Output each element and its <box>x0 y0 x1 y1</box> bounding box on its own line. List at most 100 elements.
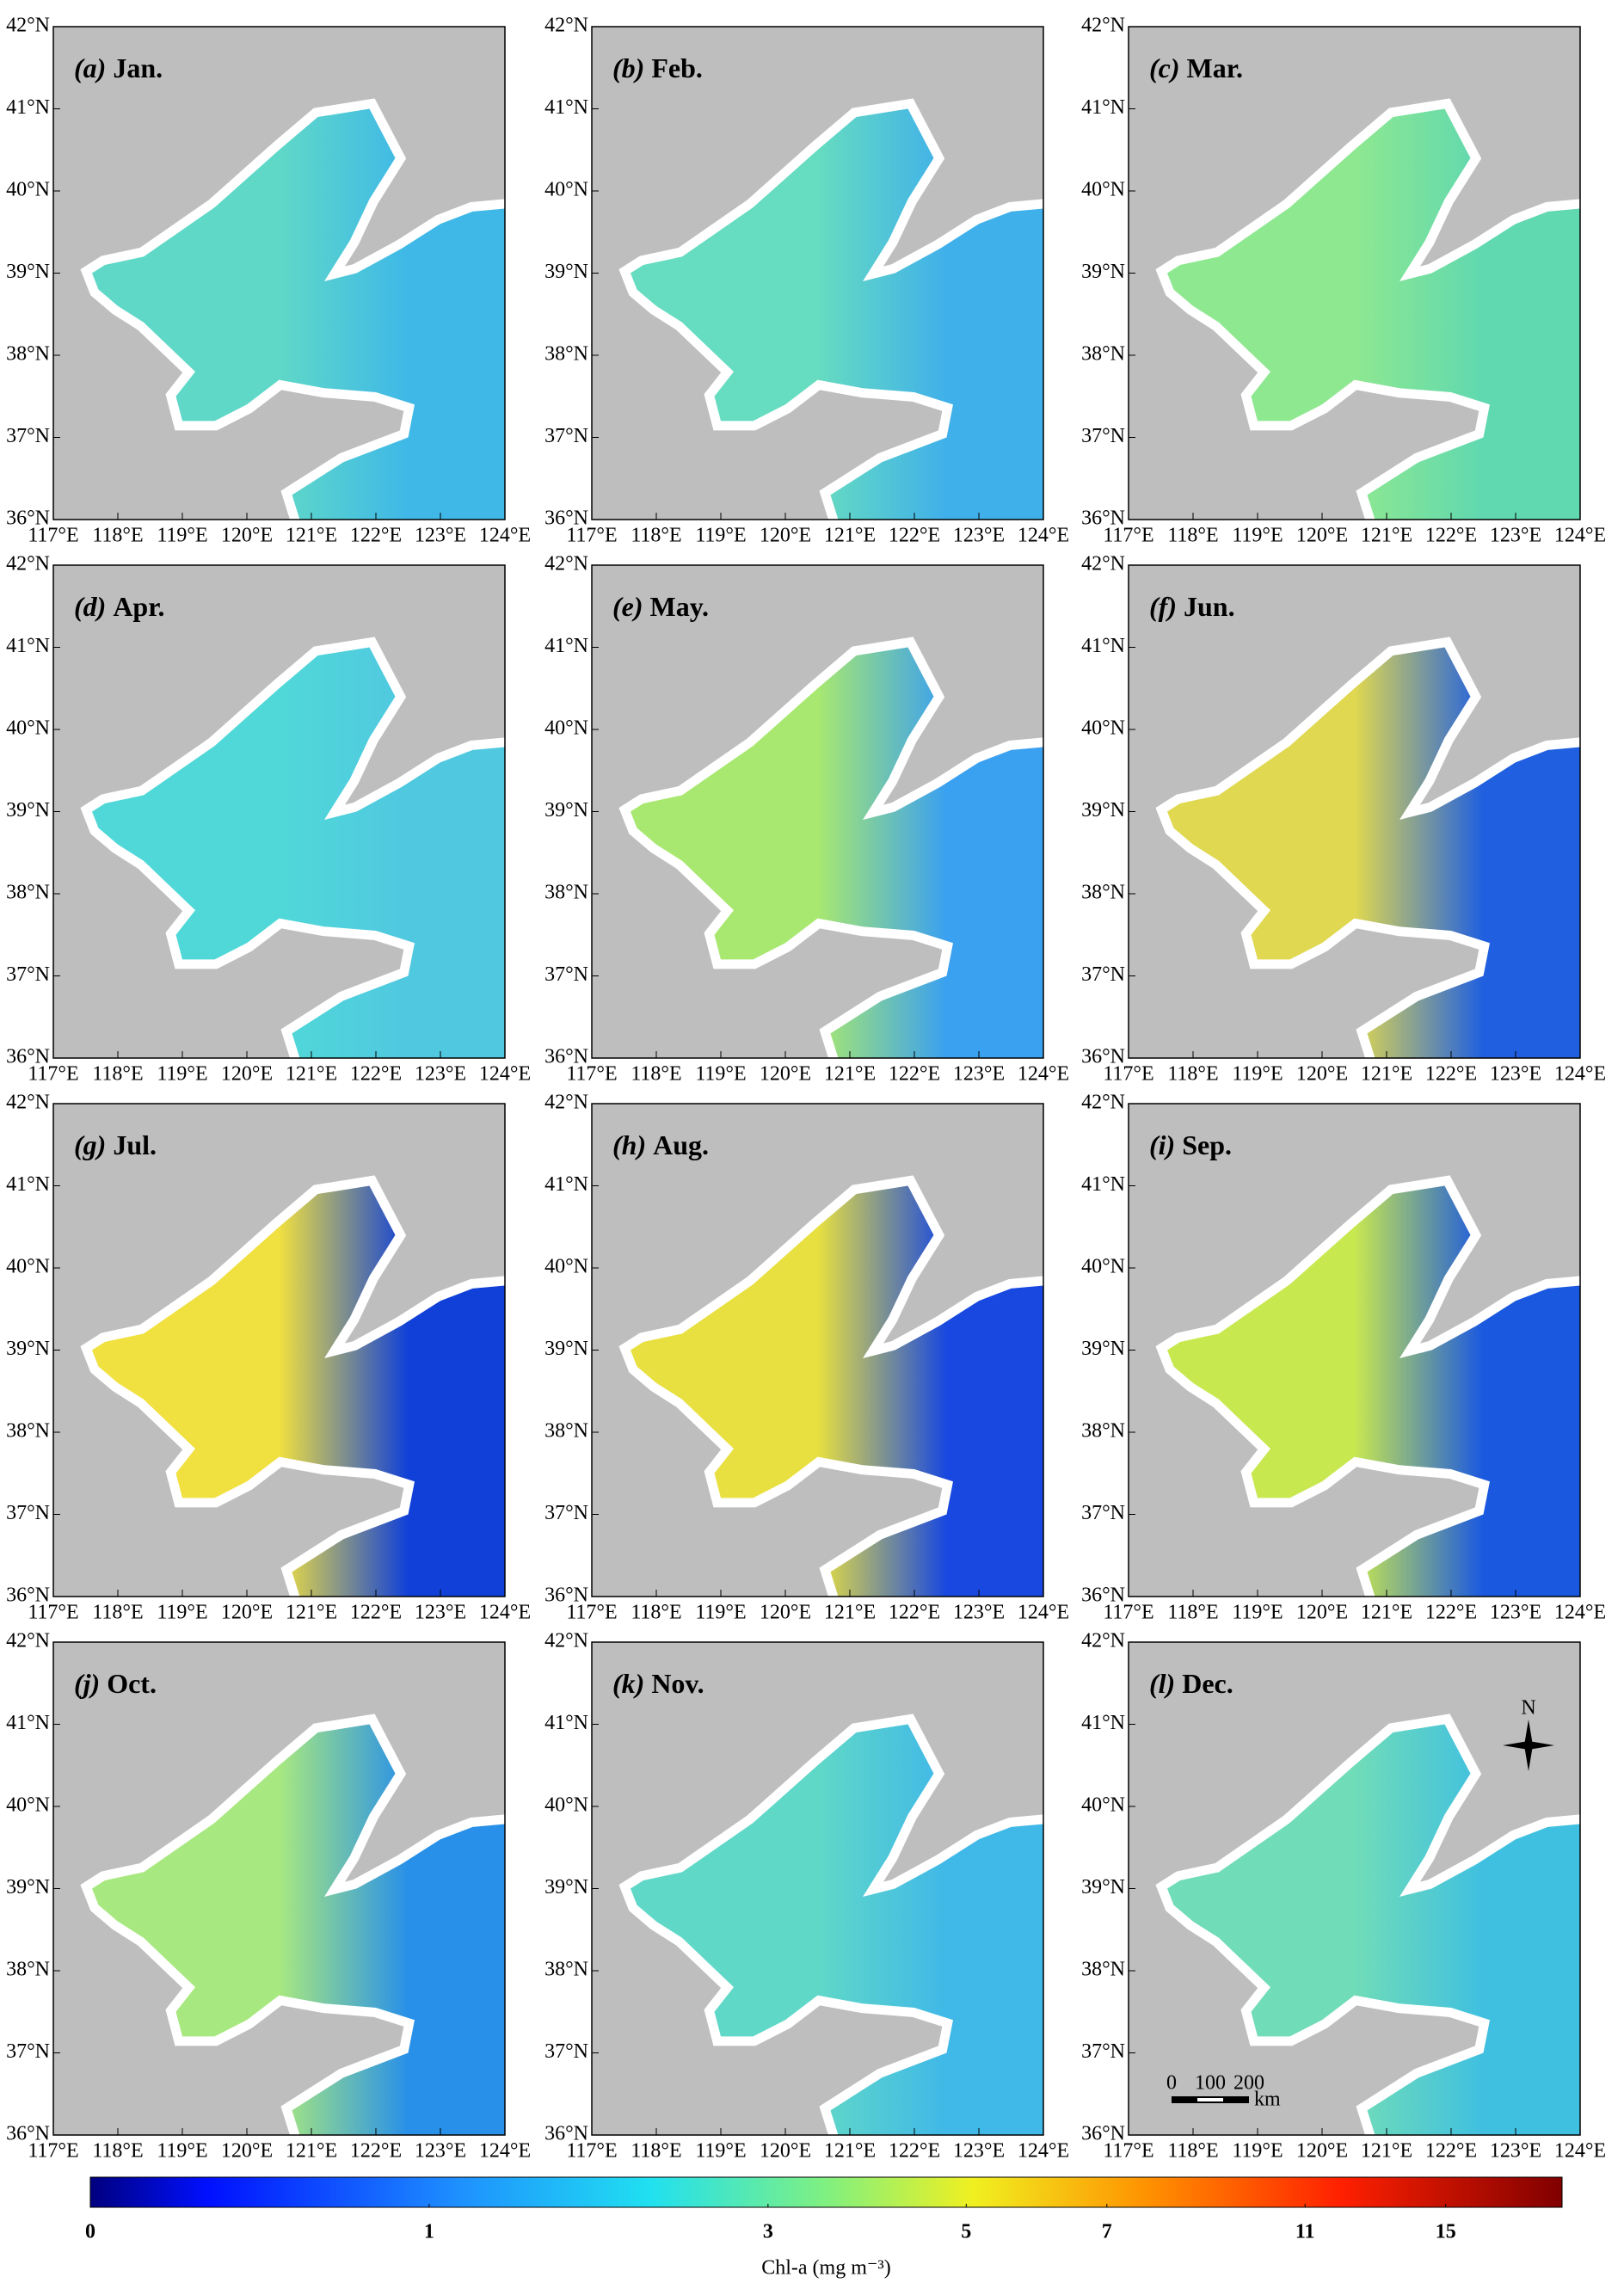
map-panel: (d) Apr. 117°E 118°E 119°E 120°E 121°E 122°E 123… <box>6 553 531 1086</box>
x-tick-label: 124°E <box>1018 2140 1069 2163</box>
y-tick-label: 40°N <box>6 1794 50 1817</box>
x-tick-label: 118°E <box>1167 1602 1218 1624</box>
x-tick-label: 120°E <box>221 525 273 547</box>
y-tick-label: 36°N <box>6 1584 50 1607</box>
y-tick-label: 37°N <box>1081 1502 1125 1524</box>
x-tick-label: 117°E <box>28 1063 78 1086</box>
y-tick-label: 42°N <box>544 553 588 575</box>
panel-month: Jun. <box>1184 591 1235 622</box>
scale-bar-mid <box>1197 2098 1223 2101</box>
y-tick-label: 39°N <box>6 1338 50 1360</box>
y-tick-label: 41°N <box>544 1173 588 1196</box>
x-tick-label: 124°E <box>479 2140 531 2163</box>
panel-label: (i) Sep. <box>1149 1129 1232 1160</box>
y-tick-label: 38°N <box>1081 882 1125 904</box>
x-tick-label: 122°E <box>350 1602 402 1624</box>
y-tick-label: 42°N <box>6 1092 50 1114</box>
x-tick-label: 120°E <box>1296 1602 1348 1624</box>
map-panel: (a) Jan. 117°E 118°E 119°E 120°E 121°E 122°E 123… <box>6 15 531 547</box>
y-tick-label: 36°N <box>1081 1584 1125 1607</box>
sea-chl <box>631 1185 1043 1597</box>
sea-chl <box>1167 647 1580 1058</box>
x-tick-label: 123°E <box>415 525 466 547</box>
x-tick-label: 119°E <box>157 2140 207 2163</box>
x-tick-label: 119°E <box>1232 1602 1283 1624</box>
colorbar <box>89 2176 1563 2208</box>
y-tick-label: 42°N <box>6 553 50 575</box>
sea-chl <box>92 647 505 1058</box>
x-tick-label: 124°E <box>1554 525 1606 547</box>
x-tick-label: 121°E <box>1361 1602 1412 1624</box>
x-tick-label: 118°E <box>1167 1063 1218 1086</box>
y-tick-label: 42°N <box>1081 1630 1125 1652</box>
x-tick-label: 123°E <box>1490 525 1541 547</box>
y-tick-label: 36°N <box>544 508 588 530</box>
panel-label: (f) Jun. <box>1149 591 1235 622</box>
sea-chl <box>631 1724 1043 2135</box>
y-tick-label: 39°N <box>1081 1876 1125 1898</box>
x-tick-label: 119°E <box>157 1063 207 1086</box>
x-tick-label: 119°E <box>695 525 746 547</box>
x-tick-label: 119°E <box>695 1063 746 1086</box>
x-tick-label: 122°E <box>350 525 402 547</box>
x-tick-label: 122°E <box>1425 1602 1477 1624</box>
x-tick-label: 119°E <box>157 525 207 547</box>
x-tick-label: 121°E <box>286 1602 337 1624</box>
y-tick-label: 36°N <box>544 1584 588 1607</box>
panel-letter: (i) <box>1149 1129 1175 1160</box>
y-tick-label: 40°N <box>1081 179 1125 201</box>
x-tick-label: 123°E <box>953 1602 1005 1624</box>
y-tick-label: 36°N <box>1081 1046 1125 1068</box>
map-panel: (k) Nov. 117°E 118°E 119°E 120°E 121°E 122°E 123… <box>544 1630 1069 2163</box>
y-tick-label: 37°N <box>6 2040 50 2063</box>
y-tick-label: 39°N <box>1081 261 1125 283</box>
x-tick-label: 123°E <box>415 1602 466 1624</box>
x-tick-label: 117°E <box>28 2140 78 2163</box>
x-tick-label: 118°E <box>631 1063 681 1086</box>
x-tick-label: 120°E <box>1296 1063 1348 1086</box>
x-tick-label: 120°E <box>1296 2140 1348 2163</box>
north-label: N <box>1521 1697 1535 1720</box>
map-panel: (c) Mar. 117°E 118°E 119°E 120°E 121°E 122°E 123… <box>1081 15 1606 547</box>
map-panel: (i) Sep. 117°E 118°E 119°E 120°E 121°E 122°E 123… <box>1081 1092 1606 1624</box>
x-tick-label: 117°E <box>566 1063 617 1086</box>
panel-letter: (a) <box>74 52 106 83</box>
colorbar-tick-label: 11 <box>1295 2221 1315 2243</box>
x-tick-label: 121°E <box>824 2140 876 2163</box>
panel-month: Jan. <box>113 52 163 83</box>
panel-month: Oct. <box>107 1668 157 1699</box>
panel-letter: (l) <box>1149 1668 1175 1699</box>
y-tick-label: 36°N <box>1081 2123 1125 2145</box>
x-tick-label: 118°E <box>92 525 143 547</box>
y-tick-label: 42°N <box>6 15 50 37</box>
colorbar-tick-label: 3 <box>763 2221 773 2243</box>
panel-label: (k) Nov. <box>612 1668 704 1699</box>
panel-month: Mar. <box>1187 52 1243 83</box>
colorbar-tick-label: 1 <box>424 2221 434 2243</box>
x-tick-label: 122°E <box>889 525 940 547</box>
scale-label: 200 <box>1233 2072 1264 2095</box>
y-tick-label: 41°N <box>1081 96 1125 119</box>
x-tick-label: 120°E <box>221 2140 273 2163</box>
y-tick-label: 37°N <box>544 2040 588 2063</box>
map-panel: (g) Jul. 117°E 118°E 119°E 120°E 121°E 122°E 123… <box>6 1092 531 1624</box>
x-tick-label: 117°E <box>1103 1602 1153 1624</box>
x-tick-label: 117°E <box>1103 1063 1153 1086</box>
x-tick-label: 118°E <box>631 525 681 547</box>
y-tick-label: 36°N <box>544 2123 588 2145</box>
x-tick-label: 117°E <box>566 2140 617 2163</box>
y-tick-label: 39°N <box>544 261 588 283</box>
y-tick-label: 41°N <box>6 96 50 119</box>
y-tick-label: 39°N <box>1081 1338 1125 1360</box>
colorbar-tick-label: 5 <box>961 2221 971 2243</box>
sea-chl <box>92 108 505 520</box>
y-tick-label: 40°N <box>544 717 588 740</box>
map-panel: (h) Aug. 117°E 118°E 119°E 120°E 121°E 122°E 123… <box>544 1092 1069 1624</box>
x-tick-label: 124°E <box>479 525 531 547</box>
scale-label: 100 <box>1195 2072 1226 2095</box>
x-tick-label: 120°E <box>760 2140 811 2163</box>
y-tick-label: 42°N <box>544 1630 588 1652</box>
x-tick-label: 118°E <box>631 2140 681 2163</box>
scale-label: 0 <box>1166 2072 1177 2095</box>
y-tick-label: 38°N <box>544 882 588 904</box>
